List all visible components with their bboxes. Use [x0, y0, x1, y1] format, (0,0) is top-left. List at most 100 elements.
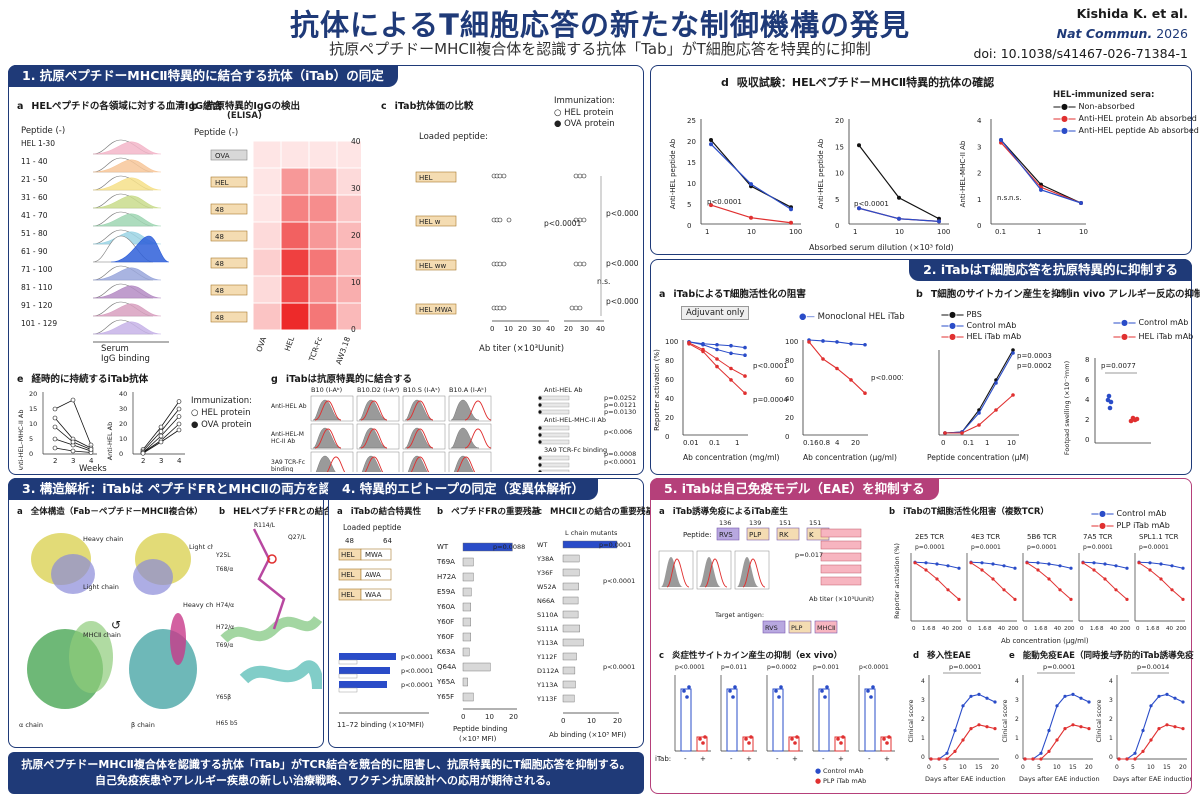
data-point	[857, 206, 861, 211]
citation-authors: Kishida K. et al.	[1076, 6, 1188, 21]
color-scale-tick: 4000	[351, 137, 361, 146]
y-axis-label: Reporter activation (%)	[653, 349, 661, 431]
peptide-box	[415, 171, 457, 183]
data-point	[687, 342, 691, 346]
line-series	[1138, 562, 1184, 600]
data-point	[1173, 696, 1177, 700]
line-series	[944, 352, 1014, 434]
data-point	[977, 423, 981, 427]
x-axis-label: 11–72 binding (×10³MFI)	[337, 721, 424, 729]
p-value: p=0.0252	[604, 394, 636, 402]
tick-label: 2	[53, 457, 57, 465]
panel-4a-chart: 48 64 HEL MWA HEL AWA HEL WAA p<0.0001 p<0.0001 p<…	[337, 537, 433, 729]
peptide-box-label: 48	[215, 260, 224, 268]
data-point	[538, 433, 542, 437]
data-point	[749, 182, 753, 187]
histogram-sample	[666, 558, 690, 588]
x-prefix: iTab:	[655, 755, 671, 763]
tick-label: 0	[1021, 764, 1025, 771]
panel-1e-legend-hel: ○ HEL protein	[191, 408, 251, 418]
data-point	[977, 723, 981, 727]
bar	[562, 540, 618, 549]
tick-label: 5	[1131, 764, 1135, 771]
tick-label: 40	[119, 390, 127, 398]
tick-label: 20	[29, 390, 37, 398]
data-point	[835, 366, 839, 371]
row-label: 3A9 TCR-Fc	[271, 459, 305, 466]
panel-4c-chart: L chain mutants WT Y38A Y36F W52A N66A S110A S1…	[537, 529, 635, 739]
p-value: p=0.0001	[599, 541, 631, 549]
data-point	[158, 429, 164, 434]
tick-label: 10	[119, 435, 127, 443]
peptide-box	[210, 149, 248, 161]
mutant-label: E59A	[437, 588, 455, 596]
data-point	[1013, 597, 1017, 601]
peptide-label: WAA	[365, 591, 382, 599]
tick-label: 1.6	[978, 626, 987, 632]
p-value: p=0.0002	[1017, 362, 1052, 370]
panel-4c-title: c MHCⅡとの結合の重要残基	[537, 507, 654, 517]
heatmap-cell	[252, 302, 282, 331]
bar	[462, 602, 472, 612]
peptide-box	[360, 568, 392, 581]
residue-number: 151	[809, 519, 821, 527]
peptide-row-label: 31 - 60	[21, 193, 48, 202]
bar	[462, 677, 468, 687]
tick-label: 10	[687, 180, 696, 188]
tick-label: 20	[509, 713, 518, 721]
tick-label: 100	[789, 228, 802, 236]
citation-doi[interactable]: doi: 10.1038/s41467-026-71384-1	[973, 46, 1188, 61]
bar-control	[338, 673, 358, 679]
panel-1a-xlabel-2: IgG binding	[101, 354, 150, 364]
line-series	[914, 562, 960, 600]
data-point	[985, 725, 989, 729]
mutant-label: Y38A	[537, 555, 554, 563]
p-value: p=0.001	[813, 664, 839, 671]
data-point	[1069, 566, 1073, 570]
data-point	[501, 305, 507, 311]
data-point	[946, 588, 950, 592]
p-value: p<0.0001	[871, 374, 903, 382]
data-point	[821, 357, 825, 361]
tcr-label: 7A5 TCR	[1083, 533, 1113, 541]
data-point	[1047, 562, 1051, 566]
tick-label: 10	[1007, 439, 1016, 447]
citation: Kishida K. et al. Nat Commun. 2026 doi: …	[973, 4, 1188, 64]
data-point	[709, 142, 713, 147]
data-point	[977, 692, 981, 696]
light-chain-blob	[133, 559, 173, 595]
data-point	[779, 685, 783, 689]
residue-label: H65 b5	[216, 720, 238, 727]
data-point	[1031, 757, 1035, 761]
bar	[538, 439, 570, 445]
p-value: p=0.0001	[1139, 544, 1169, 551]
legend-marker: ●	[815, 777, 821, 785]
data-point	[953, 749, 957, 753]
data-point	[1181, 727, 1185, 731]
bar	[562, 596, 579, 605]
column-label: B10.A (I-Aᵏ)	[449, 386, 487, 394]
heatmap-cell	[336, 194, 361, 223]
panel-1d-legend-title: HEL-immunized sera:	[1053, 90, 1155, 100]
p-value: p=0.0088	[493, 543, 525, 551]
section-1d-panel: d 吸収試験：HELペプチドーＭHCⅡ特異的抗体の確認 HEL-immunized…	[650, 65, 1199, 255]
peptide-row-label: 21 - 50	[21, 175, 48, 184]
tick-label: 5	[943, 764, 947, 771]
data-point	[1181, 597, 1185, 601]
tcr-label: 5B6 TCR	[1027, 533, 1057, 541]
bar	[538, 425, 570, 431]
mutant-label: Y36F	[537, 569, 553, 577]
y-axis-label: Clinical score	[1095, 700, 1103, 743]
structure-label: Light chain	[189, 543, 213, 551]
data-point	[701, 741, 705, 745]
tick-label: 10	[747, 228, 756, 236]
data-point	[777, 695, 781, 699]
data-point	[497, 217, 503, 223]
data-point	[937, 757, 941, 761]
tick-label: 80	[785, 357, 794, 365]
mutant-label: WT	[537, 541, 547, 549]
histogram-sample	[742, 558, 766, 588]
residue-label: T68/α	[215, 566, 233, 573]
data-point	[729, 343, 733, 348]
